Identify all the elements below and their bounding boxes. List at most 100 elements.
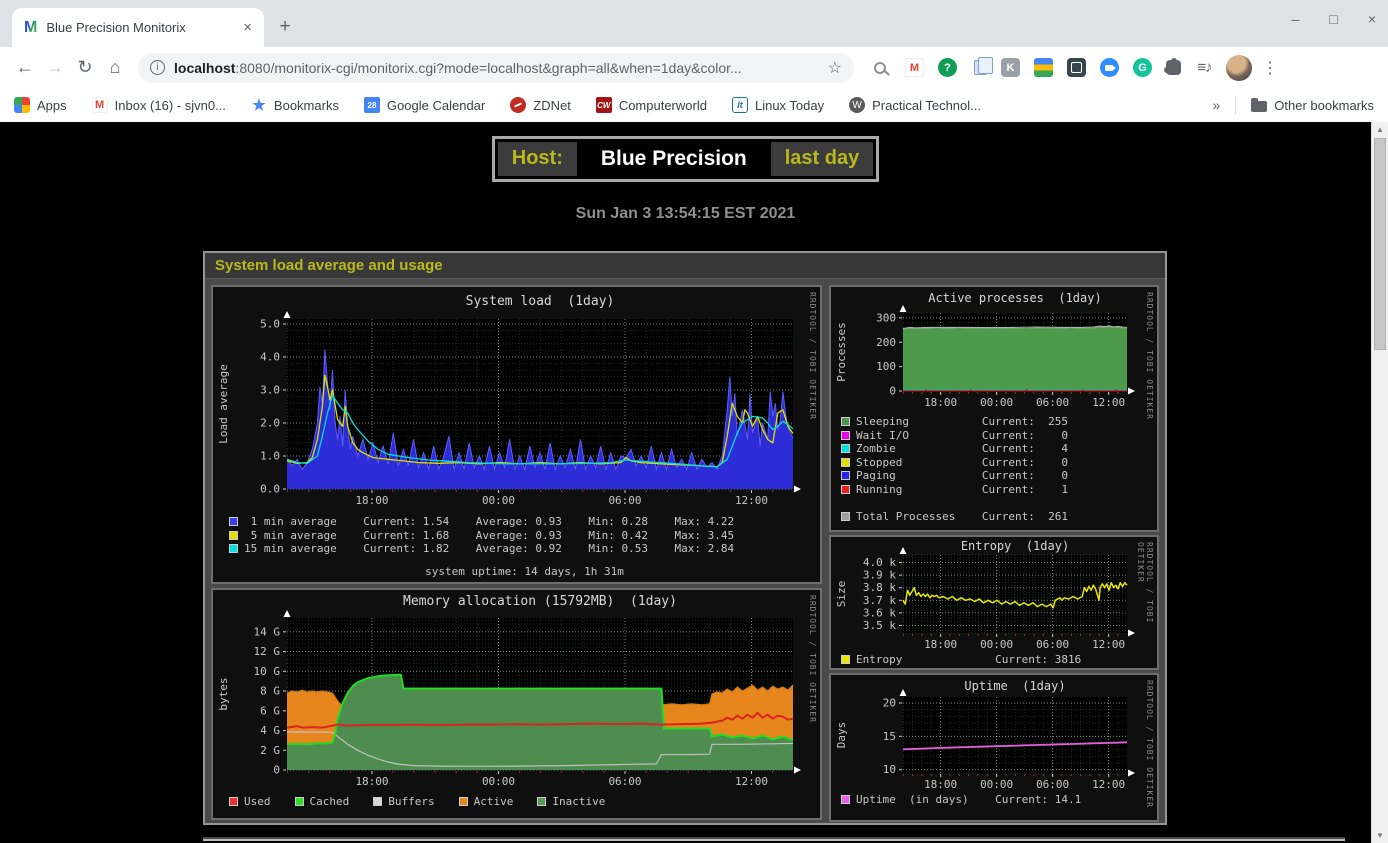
bookmark-label: Linux Today xyxy=(754,97,825,113)
legend-row: Zombie Current: 4 xyxy=(841,442,1157,456)
url-rest: :8080/monitorix-cgi/monitorix.cgi?mode=l… xyxy=(235,59,742,76)
grammarly-ext-icon[interactable]: G xyxy=(1133,58,1152,77)
bookmark-label: Bookmarks xyxy=(273,97,339,113)
svg-text:Processes: Processes xyxy=(835,322,848,382)
rrdtool-watermark: RRDTOOL / TOBI OETIKER xyxy=(808,292,818,420)
legend-item: Inactive xyxy=(537,795,605,809)
bookmark-apps[interactable]: Apps xyxy=(14,97,67,113)
monitorix-favicon: M xyxy=(24,18,38,36)
gmail-ext-icon[interactable]: M xyxy=(905,58,924,77)
home-button[interactable]: ⌂ xyxy=(109,57,121,77)
extensions-puzzle-icon[interactable] xyxy=(1164,58,1181,75)
scroll-up-arrow[interactable]: ▲ xyxy=(1376,125,1384,134)
legend-swatch xyxy=(294,797,304,807)
library-books-ext-icon[interactable] xyxy=(1034,58,1053,77)
bookmark-zdnet[interactable]: ZDNet xyxy=(510,97,571,113)
svg-text:Load average: Load average xyxy=(217,364,230,443)
legend-swatch xyxy=(841,795,851,805)
search-ext-icon[interactable] xyxy=(874,61,886,74)
svg-text:Active processes (1day): Active processes (1day) xyxy=(928,291,1101,305)
svg-text:06:00: 06:00 xyxy=(608,775,641,788)
legend-row: Running Current: 1 xyxy=(841,483,1157,497)
window-controls: – □ × xyxy=(1292,11,1376,27)
legend-swatch xyxy=(458,797,468,807)
page-info-icon[interactable]: i xyxy=(150,60,165,75)
playlist-ext-icon[interactable]: ≡♪ xyxy=(1197,59,1212,76)
rrdtool-watermark: RRDTOOL / TOBI OETIKER xyxy=(1145,292,1154,420)
profile-avatar[interactable] xyxy=(1226,54,1252,81)
bookmark-bookmarks[interactable]: ★ Bookmarks xyxy=(251,97,339,114)
bookmark-star-icon[interactable]: ☆ xyxy=(827,59,842,77)
address-bar[interactable]: i localhost:8080/monitorix-cgi/monitorix… xyxy=(138,52,854,83)
bookmarks-list: Apps M Inbox (16) - sjvn0... ★ Bookmarks 28 Go… xyxy=(14,97,981,114)
close-button[interactable]: × xyxy=(1367,11,1376,27)
svg-text:3.7 k: 3.7 k xyxy=(863,594,896,607)
tab-close-icon[interactable]: × xyxy=(243,19,252,36)
zdnet-favicon-icon xyxy=(510,97,527,113)
star-favicon-icon: ★ xyxy=(252,97,266,114)
page-scrollbar[interactable]: ▲ ▼ xyxy=(1371,122,1388,843)
svg-text:06:00: 06:00 xyxy=(608,494,641,507)
svg-text:Memory allocation (15792MB) (: Memory allocation (15792MB) (1day) xyxy=(403,594,677,609)
memory-allocation-graph[interactable]: 0 2 G 4 G 6 G 8 G 10 G 12 G 14 G 18:00 00:00 06:00… xyxy=(217,592,820,792)
active-processes-graph[interactable]: 0 100 200 300 18:00 00:00 06:00 12:00 Active pro… xyxy=(835,289,1157,413)
legend-swatch xyxy=(229,517,238,527)
svg-text:12:00: 12:00 xyxy=(1092,638,1125,651)
section-body: 0.0 1.0 2.0 3.0 4.0 5.0 18:00 00:00 06:00 12:00 Sy… xyxy=(205,279,1165,828)
svg-text:4 G: 4 G xyxy=(260,724,280,737)
bookmarks-divider xyxy=(1235,96,1237,114)
active-processes-panel: 0 100 200 300 18:00 00:00 06:00 12:00 Active pro… xyxy=(829,285,1159,532)
svg-text:18:00: 18:00 xyxy=(355,775,388,788)
svg-text:Days: Days xyxy=(835,722,848,749)
video-call-ext-icon[interactable] xyxy=(1100,58,1119,77)
legend-swatch xyxy=(229,797,238,807)
legend-row: Wait I/O Current: 0 xyxy=(841,429,1157,443)
svg-text:3.6 k: 3.6 k xyxy=(863,606,896,619)
tab-blue-precision-monitorix[interactable]: M Blue Precision Monitorix × xyxy=(12,8,264,47)
bookmark-google-calendar[interactable]: 28 Google Calendar xyxy=(363,97,485,113)
entropy-graph[interactable]: 3.5 k 3.6 k 3.7 k 3.8 k 3.9 k 4.0 k 18:00 00:00… xyxy=(835,539,1157,651)
legend-text: Active xyxy=(473,795,514,808)
bookmarks-overflow-icon[interactable]: » xyxy=(1212,97,1221,113)
memory-allocation-legend: Used Cached Buffers Active Inactive xyxy=(229,795,820,809)
other-bookmarks-button[interactable]: Other bookmarks xyxy=(1251,98,1374,113)
next-section-edge xyxy=(203,837,1345,841)
legend-swatch xyxy=(841,655,851,665)
minimize-button[interactable]: – xyxy=(1291,11,1300,27)
browser-menu-icon[interactable]: ⋮ xyxy=(1262,59,1278,77)
uptime-legend: Uptime (in days) Current: 14.1 xyxy=(841,793,1157,807)
bookmark-inbox-16-sjvn0[interactable]: M Inbox (16) - sjvn0... xyxy=(91,97,226,113)
bookmark-computerworld[interactable]: CW Computerworld xyxy=(595,97,707,113)
legend-row: 5 min average Current: 1.68 Average: 0.9… xyxy=(229,529,820,543)
reload-button[interactable]: ↻ xyxy=(77,57,93,77)
back-button[interactable]: ← xyxy=(16,57,34,77)
svg-text:5.0: 5.0 xyxy=(260,317,280,330)
copy-pages-ext-icon[interactable] xyxy=(974,57,993,75)
svg-text:00:00: 00:00 xyxy=(482,775,515,788)
chat-help-ext-icon[interactable]: ? xyxy=(938,58,957,77)
scroll-down-arrow[interactable]: ▼ xyxy=(1376,831,1384,840)
legend-swatch xyxy=(373,797,383,807)
maximize-button[interactable]: □ xyxy=(1329,11,1338,27)
system-load-legend: 1 min average Current: 1.54 Average: 0.9… xyxy=(229,515,820,578)
svg-text:10 G: 10 G xyxy=(254,665,281,678)
svg-text:Size: Size xyxy=(835,581,848,608)
gray-ext-icon[interactable]: K xyxy=(1001,58,1020,77)
legend-text: Inactive xyxy=(552,795,606,808)
svg-text:00:00: 00:00 xyxy=(980,778,1013,791)
bookmark-linux-today[interactable]: lt Linux Today xyxy=(731,97,825,113)
legend-text: Sleeping Current: 255 xyxy=(856,415,1068,428)
svg-text:00:00: 00:00 xyxy=(980,396,1013,409)
forward-button[interactable]: → xyxy=(46,57,64,77)
host-label: Host: xyxy=(497,142,577,176)
svg-text:0: 0 xyxy=(889,385,896,398)
new-tab-button[interactable]: + xyxy=(279,16,291,37)
svg-text:System load (1day): System load (1day) xyxy=(466,294,615,309)
dark-panel-ext-icon[interactable] xyxy=(1067,58,1086,77)
legend-row: Uptime (in days) Current: 14.1 xyxy=(841,793,1157,807)
tab-strip: M Blue Precision Monitorix × + – □ × xyxy=(0,0,1388,47)
system-load-graph[interactable]: 0.0 1.0 2.0 3.0 4.0 5.0 18:00 00:00 06:00 12:00 Sy… xyxy=(217,289,820,513)
uptime-graph[interactable]: 10 15 20 18:00 00:00 06:00 12:00 Uptime (1day) D… xyxy=(835,677,1157,791)
scrollbar-thumb[interactable] xyxy=(1374,138,1386,350)
bookmark-practical-technol[interactable]: W Practical Technol... xyxy=(849,97,981,113)
